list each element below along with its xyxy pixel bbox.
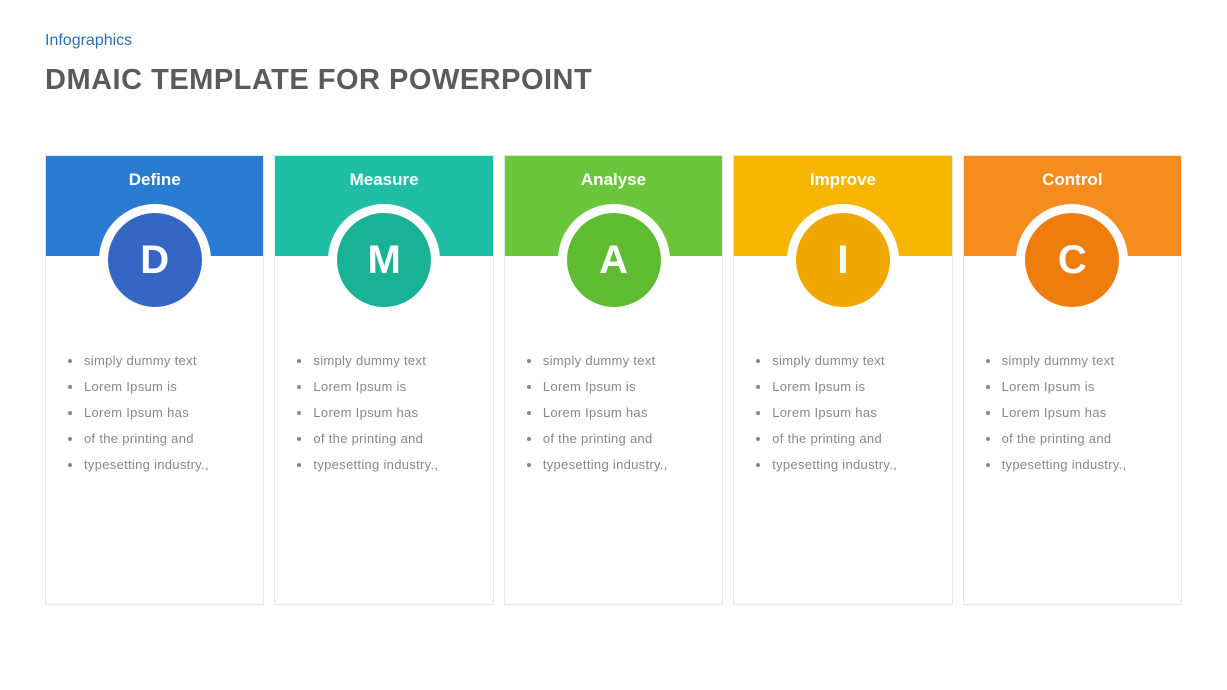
card-header-define: Define D bbox=[46, 156, 263, 256]
bullet-list: simply dummy text Lorem Ipsum is Lorem I… bbox=[984, 348, 1161, 478]
bullet-item: of the printing and bbox=[66, 426, 243, 452]
letter: D bbox=[140, 238, 169, 283]
bullet-item: of the printing and bbox=[295, 426, 472, 452]
bullet-item: simply dummy text bbox=[984, 348, 1161, 374]
card-header-measure: Measure M bbox=[275, 156, 492, 256]
bullet-item: Lorem Ipsum has bbox=[754, 400, 931, 426]
letter-circle: C bbox=[1025, 213, 1119, 307]
bullet-item: of the printing and bbox=[754, 426, 931, 452]
bullet-item: Lorem Ipsum is bbox=[295, 374, 472, 400]
letter: I bbox=[837, 238, 848, 283]
card-analyse: Analyse A simply dummy text Lorem Ipsum … bbox=[504, 155, 723, 605]
category-label: Infographics bbox=[45, 32, 1182, 50]
card-header-control: Control C bbox=[964, 156, 1181, 256]
letter-circle-ring: D bbox=[99, 204, 211, 316]
bullet-item: of the printing and bbox=[984, 426, 1161, 452]
card-label: Measure bbox=[350, 170, 419, 189]
bullet-item: Lorem Ipsum has bbox=[66, 400, 243, 426]
card-label: Analyse bbox=[581, 170, 646, 189]
bullet-item: Lorem Ipsum is bbox=[66, 374, 243, 400]
bullet-item: simply dummy text bbox=[295, 348, 472, 374]
bullet-item: Lorem Ipsum has bbox=[984, 400, 1161, 426]
bullet-item: Lorem Ipsum is bbox=[754, 374, 931, 400]
bullet-item: Lorem Ipsum has bbox=[525, 400, 702, 426]
card-define: Define D simply dummy text Lorem Ipsum i… bbox=[45, 155, 264, 605]
card-header-analyse: Analyse A bbox=[505, 156, 722, 256]
bullet-item: Lorem Ipsum has bbox=[295, 400, 472, 426]
letter-circle-ring: M bbox=[328, 204, 440, 316]
bullet-item: Lorem Ipsum is bbox=[525, 374, 702, 400]
card-label: Define bbox=[129, 170, 181, 189]
bullet-item: of the printing and bbox=[525, 426, 702, 452]
letter-circle-ring: I bbox=[787, 204, 899, 316]
bullet-item: simply dummy text bbox=[66, 348, 243, 374]
card-label: Improve bbox=[810, 170, 876, 189]
bullet-item: simply dummy text bbox=[754, 348, 931, 374]
card-header-improve: Improve I bbox=[734, 156, 951, 256]
letter-circle-ring: C bbox=[1016, 204, 1128, 316]
bullet-item: typesetting industry., bbox=[984, 452, 1161, 478]
bullet-item: simply dummy text bbox=[525, 348, 702, 374]
dmaic-cards-row: Define D simply dummy text Lorem Ipsum i… bbox=[45, 155, 1182, 605]
letter-circle: A bbox=[567, 213, 661, 307]
bullet-list: simply dummy text Lorem Ipsum is Lorem I… bbox=[66, 348, 243, 478]
letter-circle: I bbox=[796, 213, 890, 307]
letter: M bbox=[367, 238, 400, 283]
bullet-list: simply dummy text Lorem Ipsum is Lorem I… bbox=[525, 348, 702, 478]
card-measure: Measure M simply dummy text Lorem Ipsum … bbox=[274, 155, 493, 605]
bullet-item: typesetting industry., bbox=[66, 452, 243, 478]
letter-circle: M bbox=[337, 213, 431, 307]
letter-circle: D bbox=[108, 213, 202, 307]
letter-circle-ring: A bbox=[558, 204, 670, 316]
bullet-item: typesetting industry., bbox=[754, 452, 931, 478]
bullet-item: typesetting industry., bbox=[525, 452, 702, 478]
bullet-item: typesetting industry., bbox=[295, 452, 472, 478]
letter: C bbox=[1058, 238, 1087, 283]
bullet-list: simply dummy text Lorem Ipsum is Lorem I… bbox=[295, 348, 472, 478]
card-improve: Improve I simply dummy text Lorem Ipsum … bbox=[733, 155, 952, 605]
slide-container: Infographics DMAIC TEMPLATE FOR POWERPOI… bbox=[0, 0, 1227, 605]
card-control: Control C simply dummy text Lorem Ipsum … bbox=[963, 155, 1182, 605]
bullet-item: Lorem Ipsum is bbox=[984, 374, 1161, 400]
page-title: DMAIC TEMPLATE FOR POWERPOINT bbox=[45, 64, 1182, 97]
bullet-list: simply dummy text Lorem Ipsum is Lorem I… bbox=[754, 348, 931, 478]
card-label: Control bbox=[1042, 170, 1102, 189]
letter: A bbox=[599, 238, 628, 283]
